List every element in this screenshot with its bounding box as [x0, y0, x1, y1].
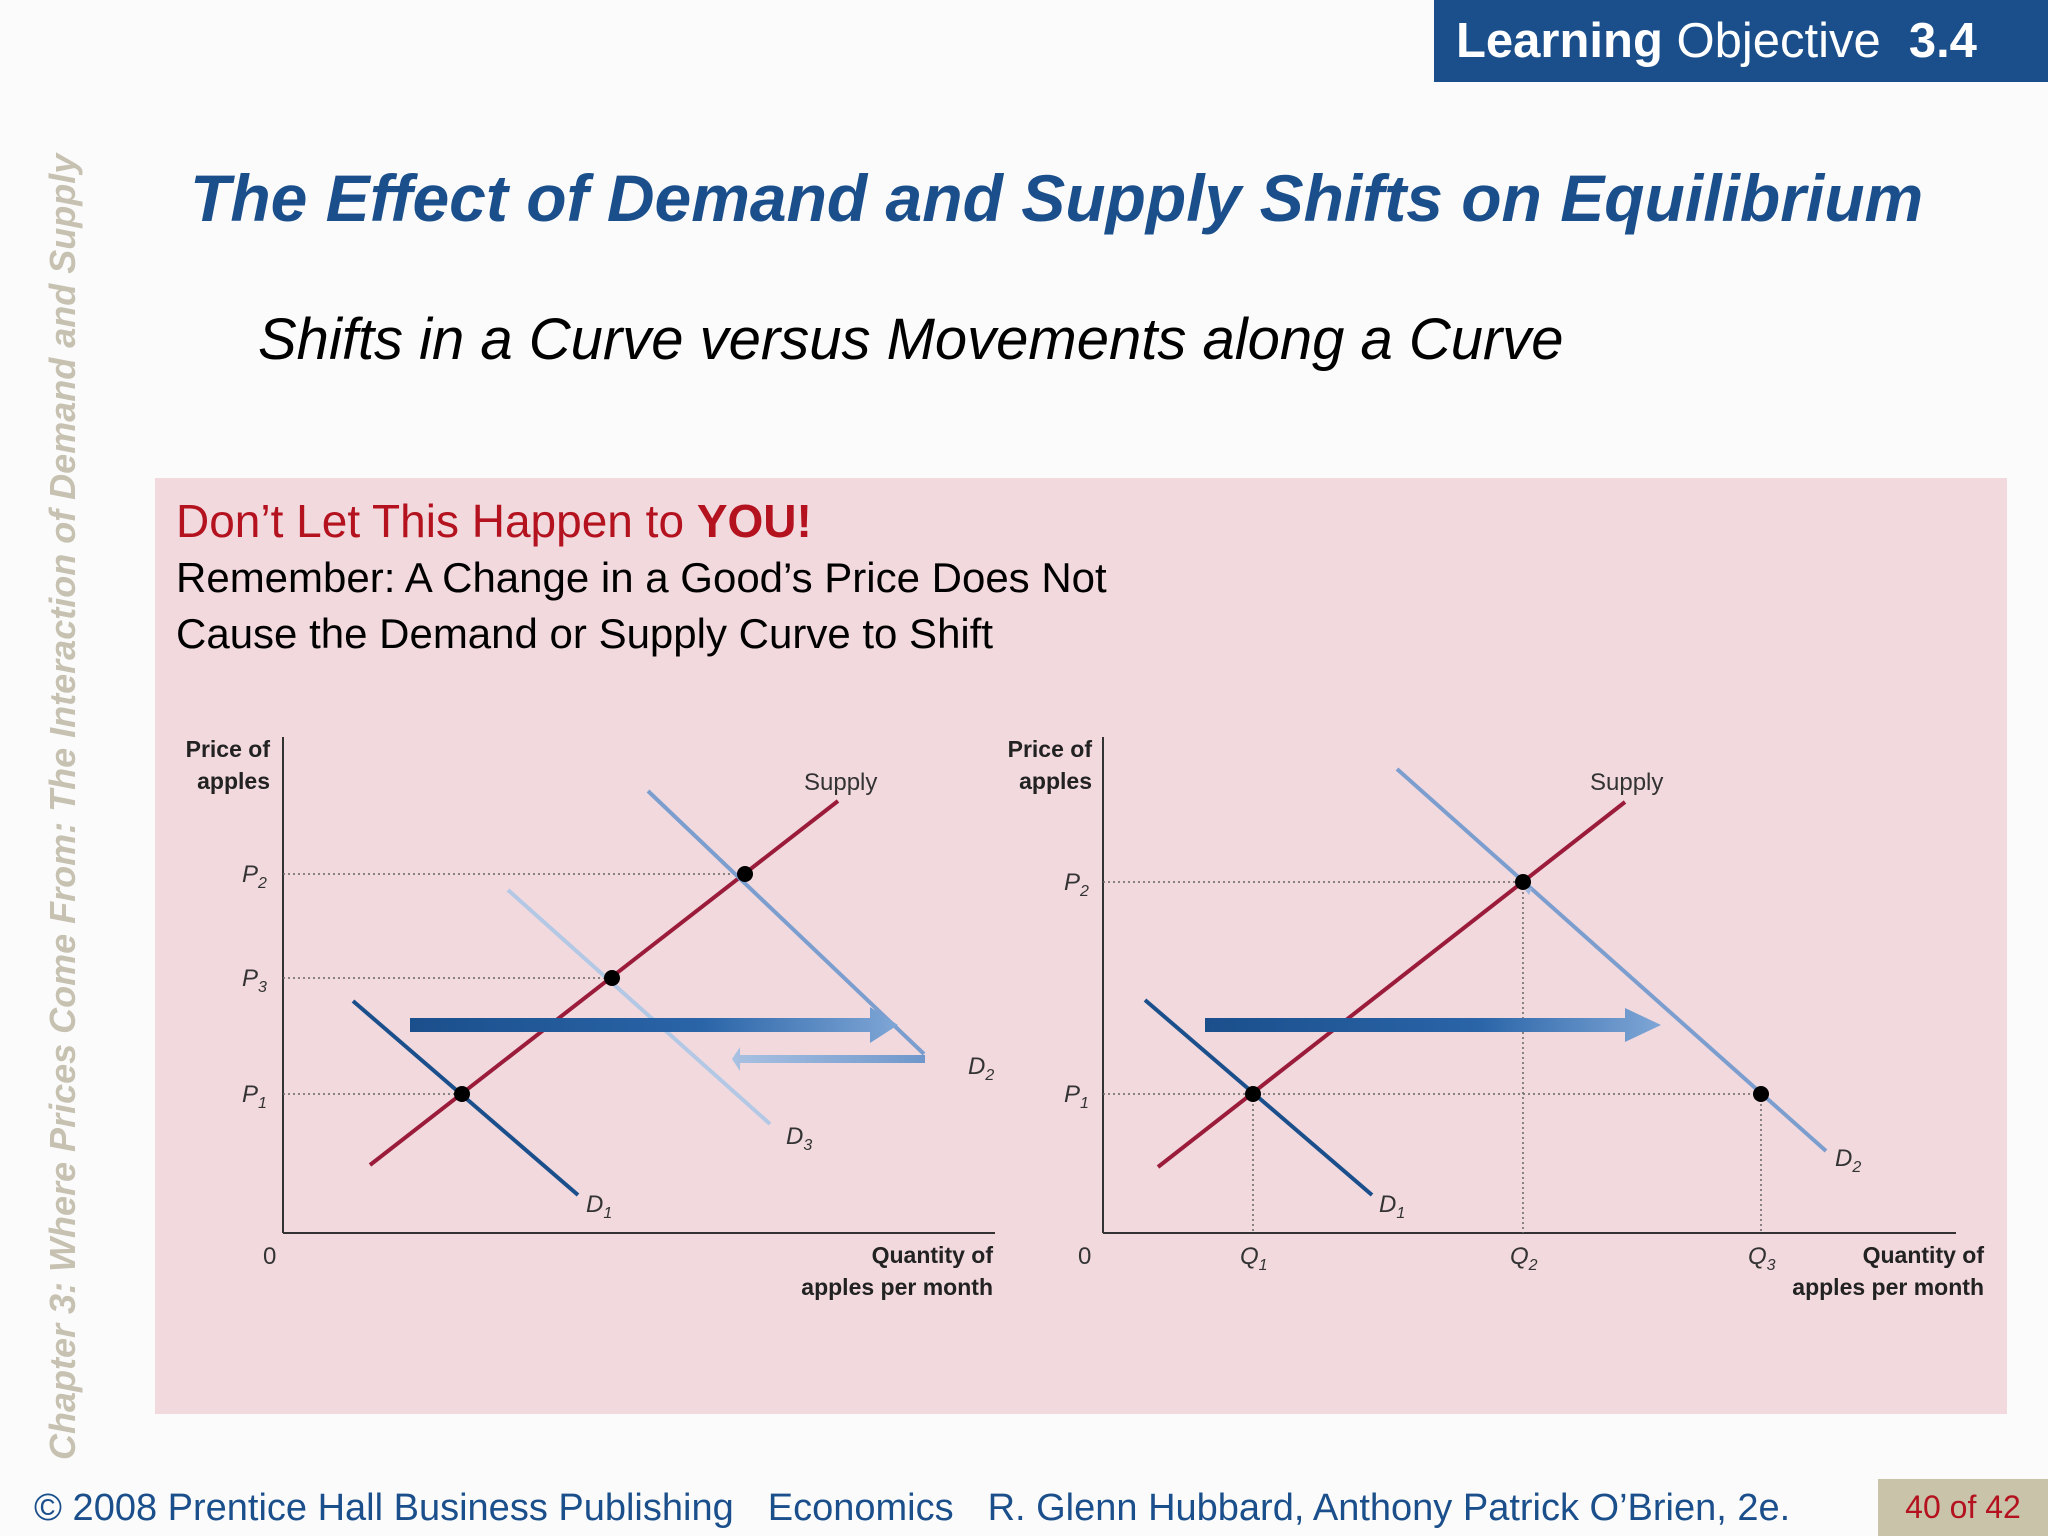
callout-line-1: Remember: A Change in a Good’s Price Doe…	[176, 554, 1107, 601]
q2-label: Q2	[1510, 1243, 1538, 1274]
equilibrium-point	[1753, 1086, 1769, 1102]
equilibrium-point	[1245, 1086, 1261, 1102]
x-axis-label-1: Quantity of	[872, 1242, 994, 1268]
slide-title: The Effect of Demand and Supply Shifts o…	[190, 161, 1924, 235]
supply-curve	[368, 799, 840, 1167]
supply-curve	[1156, 800, 1627, 1169]
d1-label: D1	[1379, 1191, 1405, 1222]
page-number: 40 of 42	[1878, 1479, 2048, 1536]
lo-label-bold: Learning	[1456, 14, 1663, 68]
p1-label: P1	[1064, 1081, 1089, 1112]
d2-curve	[646, 789, 926, 1056]
right-graph: Price of apples Quantity of apples per m…	[1008, 736, 1985, 1300]
p2-label: P2	[1064, 869, 1089, 900]
y-axis-label-1: Price of	[1008, 736, 1093, 762]
footer-authors: R. Glenn Hubbard, Anthony Patrick O’Brie…	[987, 1487, 1791, 1529]
callout-box	[155, 478, 2007, 1414]
y-axis-label-1: Price of	[186, 736, 271, 762]
equilibrium-point	[604, 970, 620, 986]
chapter-side-title: Chapter 3: Where Prices Come From: The I…	[42, 153, 83, 1460]
lo-label-rest: Objective	[1676, 14, 1881, 68]
footer: © 2008 Prentice Hall Business Publishing…	[34, 1487, 1790, 1530]
callout-heading-prefix: Don’t Let This Happen to	[176, 495, 697, 547]
d2-label: D2	[1835, 1145, 1861, 1176]
d3-label: D3	[786, 1123, 812, 1154]
d1-label: D1	[586, 1191, 612, 1222]
d3-curve	[506, 888, 772, 1126]
footer-book: Economics	[767, 1487, 954, 1529]
supply-label: Supply	[804, 769, 877, 796]
equilibrium-point	[737, 866, 753, 882]
origin-label: 0	[1078, 1243, 1091, 1270]
equilibrium-point	[454, 1086, 470, 1102]
callout-line-2: Cause the Demand or Supply Curve to Shif…	[176, 610, 994, 657]
x-axis-label-2: apples per month	[1792, 1274, 1984, 1300]
callout-heading: Don’t Let This Happen to YOU!	[176, 494, 812, 548]
callout-heading-emphasis: YOU!	[696, 495, 812, 547]
left-graph: Price of apples Quantity of apples per m…	[186, 736, 995, 1300]
p1-label: P1	[242, 1081, 267, 1112]
equilibrium-point	[1515, 874, 1531, 890]
shift-right-arrow	[1205, 1008, 1661, 1042]
footer-copyright: © 2008 Prentice Hall Business Publishing	[34, 1487, 734, 1529]
callout-body: Remember: A Change in a Good’s Price Doe…	[176, 550, 1276, 662]
p2-label: P2	[242, 861, 267, 892]
y-axis-label-2: apples	[197, 768, 270, 794]
slide-subtitle: Shifts in a Curve versus Movements along…	[258, 307, 1564, 372]
q3-label: Q3	[1748, 1243, 1776, 1274]
supply-label: Supply	[1590, 769, 1663, 796]
learning-objective-badge: Learning Objective 3.4	[1434, 0, 2048, 82]
origin-label: 0	[263, 1243, 276, 1270]
x-axis-label-1: Quantity of	[1863, 1242, 1985, 1268]
x-axis-label-2: apples per month	[801, 1274, 993, 1300]
movement-arrow	[1525, 888, 1532, 895]
shift-right-arrow	[410, 1007, 898, 1043]
lo-number: 3.4	[1908, 14, 1977, 68]
shift-left-arrow	[732, 1047, 925, 1071]
y-axis-label-2: apples	[1019, 768, 1092, 794]
d2-curve	[1395, 767, 1828, 1153]
p3-label: P3	[242, 965, 267, 996]
q1-label: Q1	[1240, 1243, 1268, 1274]
d2-label: D2	[968, 1053, 994, 1084]
